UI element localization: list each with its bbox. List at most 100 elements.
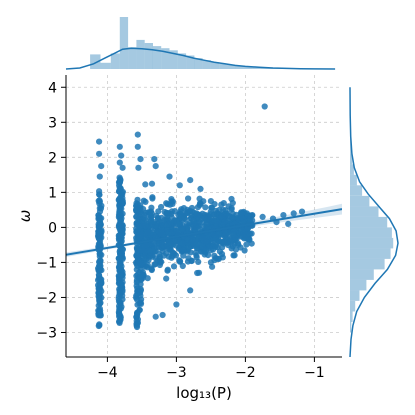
scatter-point <box>119 189 126 196</box>
scatter-point <box>155 228 162 236</box>
y-tick-label: −1 <box>36 255 57 271</box>
scatter-point <box>229 214 237 221</box>
right-histogram-bar <box>350 164 354 175</box>
scatter-point <box>152 163 159 170</box>
scatter-point <box>156 218 163 225</box>
scatter-point <box>97 243 104 250</box>
scatter-point <box>118 231 125 238</box>
scatter-point <box>97 265 104 272</box>
y-tick-label: 0 <box>48 220 57 236</box>
scatter-point <box>229 199 236 207</box>
scatter-point <box>141 215 148 222</box>
right-histogram-bar <box>350 227 392 238</box>
top-histogram-bar <box>202 60 211 69</box>
scatter-point <box>116 143 123 150</box>
top-histogram-bar <box>210 62 220 69</box>
scatter-point <box>160 242 167 250</box>
scatter-point <box>136 300 143 307</box>
top-histogram-bar <box>260 67 269 69</box>
scatter-point <box>185 195 192 202</box>
scatter-point <box>238 210 246 217</box>
scatter-point <box>194 269 201 277</box>
scatter-point <box>142 198 149 205</box>
x-tick-label: −2 <box>235 365 256 381</box>
top-histogram-bar <box>244 66 253 69</box>
scatter-point <box>203 238 210 245</box>
top-histogram-bar <box>119 17 129 69</box>
scatter-point <box>259 213 266 220</box>
scatter-point <box>96 296 103 303</box>
scatter-point <box>249 212 256 219</box>
scatter-point <box>177 258 184 265</box>
scatter-point <box>222 230 230 238</box>
scatter-point <box>171 208 178 215</box>
scatter-point <box>140 247 147 254</box>
scatter-point <box>223 210 230 217</box>
scatter-point <box>116 159 123 166</box>
scatter-point <box>207 259 214 266</box>
scatter-point <box>137 274 144 281</box>
scatter-point <box>98 251 105 258</box>
x-tick-label: −4 <box>97 365 118 381</box>
scatter-point <box>97 307 104 314</box>
scatter-point <box>207 198 214 205</box>
scatter-point <box>192 249 199 256</box>
top-histogram-bar <box>136 39 145 69</box>
scatter-point <box>230 252 237 259</box>
scatter-point <box>234 240 242 247</box>
scatter-point <box>218 201 225 208</box>
scatter-point <box>118 263 125 270</box>
top-histogram-bar <box>252 67 261 69</box>
scatter-point <box>280 212 287 219</box>
scatter-point <box>187 177 194 184</box>
right-histogram-bar <box>350 195 370 207</box>
scatter-point <box>142 181 149 188</box>
scatter-point <box>96 222 103 230</box>
scatter-point <box>163 275 170 282</box>
scatter-point <box>119 198 126 205</box>
top-histogram-bar <box>161 48 170 69</box>
regression-line-path <box>66 208 342 256</box>
y-tick-label: 3 <box>48 115 57 131</box>
scatter-point <box>98 276 105 283</box>
scatter-point <box>171 217 178 224</box>
scatter-point <box>98 215 105 222</box>
scatter-point <box>173 301 180 308</box>
scatter-point <box>170 263 178 270</box>
right-histogram-bar <box>350 279 367 291</box>
scatter-point <box>137 260 144 267</box>
top-histogram-bar <box>194 58 203 69</box>
scatter-point <box>96 173 103 180</box>
scatter-point <box>144 261 151 268</box>
scatter-point <box>202 204 209 211</box>
scatter-point <box>138 211 145 218</box>
top-histogram-bar <box>100 62 111 69</box>
scatter-point <box>298 208 306 215</box>
scatter-point <box>186 207 194 214</box>
top-histogram-bar <box>186 55 195 69</box>
scatter-point <box>118 215 125 222</box>
scatter-point <box>166 173 173 180</box>
scatter-point <box>136 289 143 296</box>
scatter-point <box>169 253 176 260</box>
scatter-point <box>118 280 125 288</box>
scatter-point <box>176 182 183 189</box>
scatter-point <box>119 288 126 296</box>
right-histogram-bar <box>350 248 391 259</box>
right-histogram-bar <box>350 290 360 301</box>
right-histogram-bar <box>350 174 357 186</box>
scatter-point <box>159 311 166 319</box>
scatter-point <box>135 247 142 254</box>
top-histogram-bar <box>177 53 187 69</box>
scatter-point <box>242 234 249 241</box>
scatter-point <box>164 266 171 273</box>
scatter-point <box>167 241 174 248</box>
top-histogram-bar <box>144 43 153 69</box>
scatter-point <box>97 205 105 212</box>
scatter-point <box>165 221 172 228</box>
right-histogram-bar <box>350 301 356 312</box>
scatter-point <box>184 258 192 265</box>
scatter-point <box>97 285 104 292</box>
scatter-point <box>195 258 202 265</box>
scatter-point <box>160 252 167 259</box>
